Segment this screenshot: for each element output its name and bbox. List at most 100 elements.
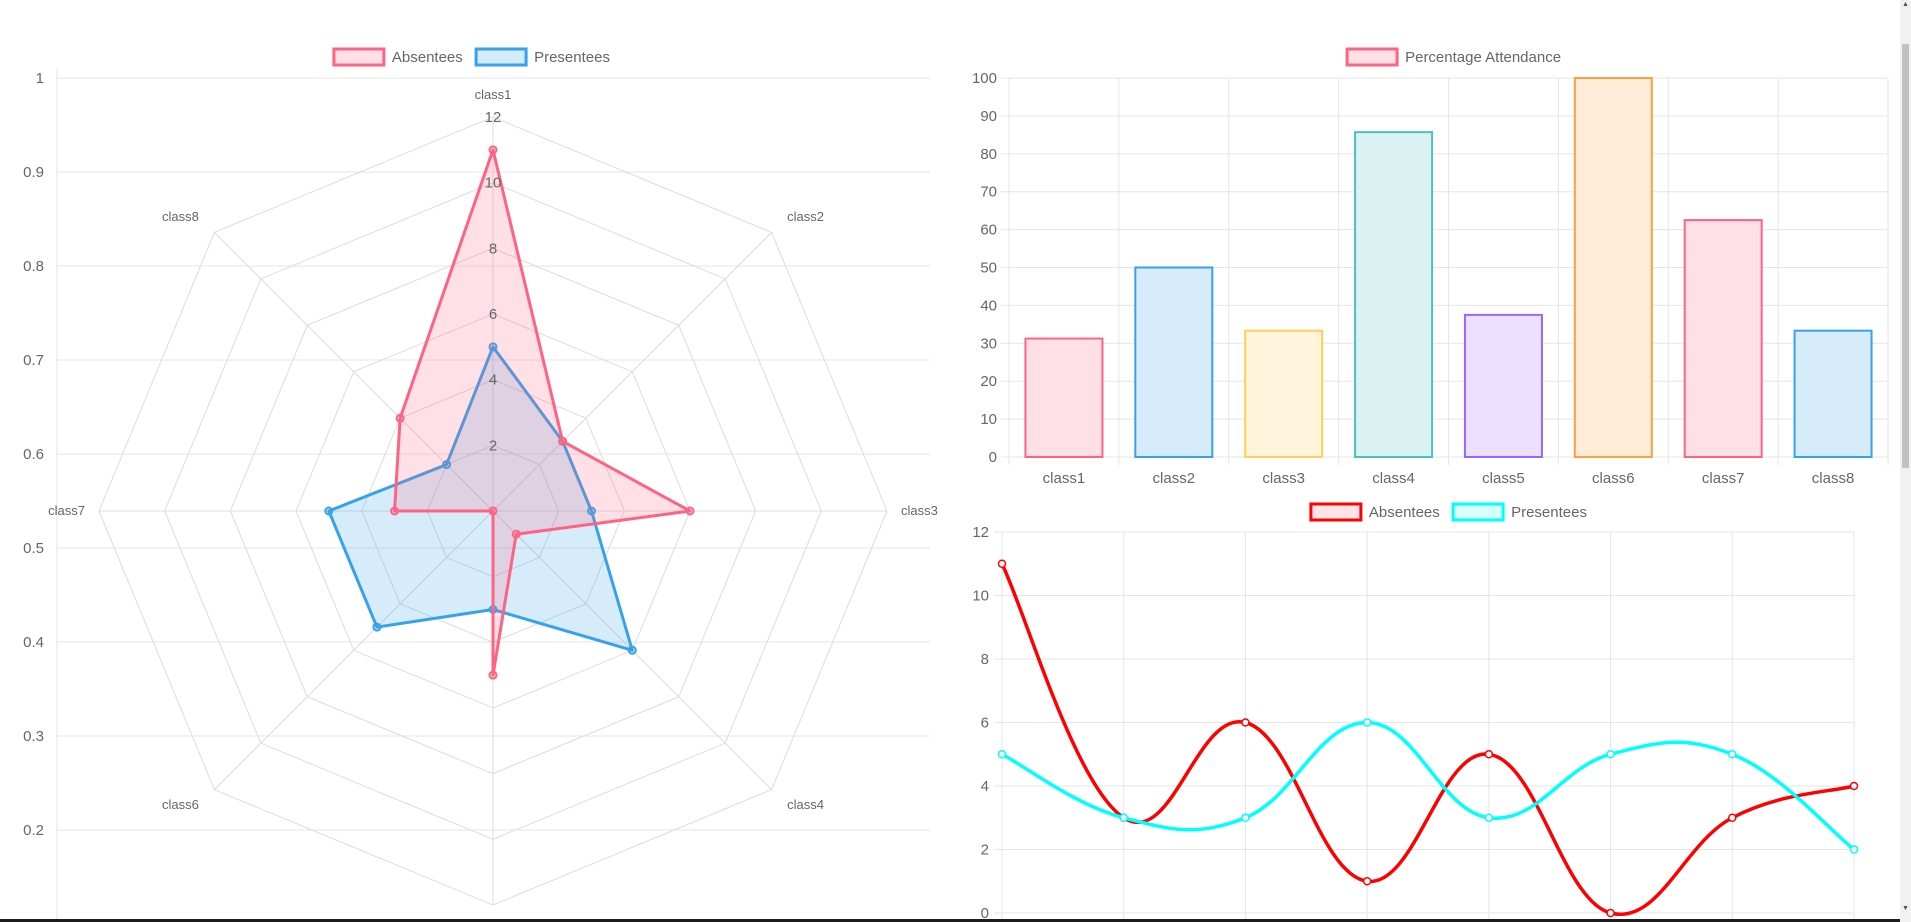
radar-spoke: [492, 232, 772, 512]
bar-class5: [1463, 313, 1543, 458]
line-y-tick-label: 8: [981, 651, 989, 668]
radar-legend-label-1: Absentees: [392, 49, 463, 66]
line-grid: 0 2 4 6 8 10 12: [972, 524, 1855, 922]
radar-area-absentees: [393, 148, 692, 677]
radar-legend-swatch-2: [474, 47, 528, 67]
radar-category-label: class8: [162, 209, 199, 224]
bar-y-tick-label: 90: [980, 108, 997, 125]
radar-spoke: [214, 510, 494, 790]
attendance-line-chart: Absentees Presentees 0 2 4 6 8 10 12: [972, 502, 1859, 922]
line-absentees: [1000, 562, 1855, 917]
line-point-presentees: [1241, 813, 1250, 822]
scroll-thumb[interactable]: [1902, 44, 1909, 468]
bar-legend-label-1: Percentage Attendance: [1405, 49, 1561, 66]
scroll-down-arrow-icon[interactable]: ▼: [1902, 905, 1909, 912]
attendance-bar-chart: Percentage Attendance 0 10 20 30 40 50 60 70 80 9…: [972, 47, 1889, 487]
radar-r-tick-label: 2: [489, 437, 497, 454]
radar-r-tick-label: 10: [485, 175, 502, 192]
line-point-presentees: [1362, 718, 1372, 727]
line-point-absentees: [1849, 781, 1859, 791]
bar-legend: Percentage Attendance: [1345, 47, 1561, 67]
line-y-tick-label: 2: [981, 842, 989, 859]
radar-y-tick-label: 0.2: [23, 822, 44, 839]
radar-point-absentees: [488, 670, 498, 680]
radar-r-tick-label: 12: [485, 109, 502, 126]
line-point-absentees: [1728, 813, 1737, 822]
radar-point-presentees: [324, 506, 334, 516]
line-y-tick-label: 0: [981, 905, 989, 922]
radar-legend: Absentees Presentees: [332, 47, 610, 67]
radar-y-tick-label: 0.5: [23, 540, 44, 557]
radar-y-tick-label: 0.3: [23, 728, 44, 745]
scroll-up-arrow-icon[interactable]: ▲: [1902, 1, 1909, 8]
bar-x-tick-label: class1: [1043, 470, 1086, 487]
line-point-presentees: [1484, 813, 1494, 822]
bar-class6: [1573, 77, 1653, 458]
line-point-absentees: [1606, 908, 1615, 918]
line-point-presentees: [1119, 813, 1128, 822]
bar-class3: [1244, 329, 1324, 458]
radar-y-tick-label: 0.4: [23, 634, 44, 651]
bar-y-tick-label: 80: [980, 146, 997, 163]
bar-x-tick-label: class5: [1482, 470, 1525, 487]
radar-y-tick-label: 1: [36, 70, 44, 87]
line-point-presentees: [997, 750, 1007, 759]
bar-y-tick-label: 40: [980, 297, 997, 314]
bar-class2: [1134, 266, 1214, 458]
radar-category-label: class6: [162, 797, 199, 812]
radar-category-label: class1: [475, 87, 512, 102]
radar-r-tick-label: 6: [489, 306, 497, 323]
line-y-tick-label: 10: [972, 588, 989, 605]
bar-class4: [1354, 131, 1434, 459]
bar-x-tick-label: class2: [1153, 470, 1196, 487]
line-legend-swatch-1: [1309, 502, 1363, 522]
bar-y-tick-label: 0: [989, 449, 997, 466]
line-point-presentees: [1606, 750, 1615, 759]
radar-point-absentees: [488, 145, 498, 155]
bar-class7: [1683, 219, 1763, 458]
line-point-absentees: [1362, 877, 1372, 886]
radar-r-tick-label: 8: [489, 240, 497, 257]
bar-y-tick-label: 50: [980, 260, 997, 277]
radar-category-label: class2: [787, 209, 824, 224]
line-y-tick-label: 6: [981, 715, 989, 732]
line-series: [997, 559, 1859, 918]
bar-y-tick-label: 10: [980, 411, 997, 428]
bar-x-tick-label: class3: [1262, 470, 1305, 487]
radar-legend-label-2: Presentees: [534, 49, 610, 66]
line-presentees: [1001, 720, 1856, 851]
radar-point-presentees: [587, 506, 596, 516]
line-legend-label-1: Absentees: [1369, 504, 1440, 521]
radar-series: [324, 145, 695, 680]
line-point-absentees: [1241, 718, 1250, 727]
radar-r-tick-label: 4: [489, 372, 497, 389]
radar-point-presentees: [372, 622, 382, 632]
line-point-absentees: [997, 559, 1007, 568]
radar-point-presentees: [627, 645, 637, 655]
radar-point-absentees: [511, 529, 521, 539]
radar-y-tick-label: 0.6: [23, 446, 44, 463]
bar-x-tick-label: class7: [1702, 470, 1745, 487]
bar-class1: [1024, 337, 1104, 458]
bar-y-tick-label: 70: [980, 184, 997, 201]
bar-y-tick-label: 30: [980, 335, 997, 352]
bar-y-tick-label: 60: [980, 222, 997, 239]
bar-bars: [1024, 77, 1873, 459]
page-scrollbar[interactable]: ▲ ▼: [1900, 0, 1911, 922]
window-bottom-edge: [0, 919, 1900, 922]
radar-point-presentees: [488, 342, 498, 352]
radar-category-label: class4: [787, 797, 824, 812]
radar-point-absentees: [558, 436, 568, 446]
bar-x-tick-label: class4: [1372, 470, 1415, 487]
radar-point-absentees: [488, 506, 498, 516]
bar-y-tick-label: 20: [980, 373, 997, 390]
radar-y-tick-label: 0.7: [23, 352, 44, 369]
radar-point-absentees: [685, 506, 695, 516]
radar-point-absentees: [395, 413, 405, 423]
line-y-tick-label: 12: [972, 524, 989, 541]
radar-category-label: class3: [901, 503, 938, 518]
line-y-tick-label: 4: [981, 778, 989, 795]
line-point-absentees: [1484, 750, 1494, 759]
bar-labels: class1 class2 class3 class4 class5 class6 clas…: [1043, 470, 1855, 487]
